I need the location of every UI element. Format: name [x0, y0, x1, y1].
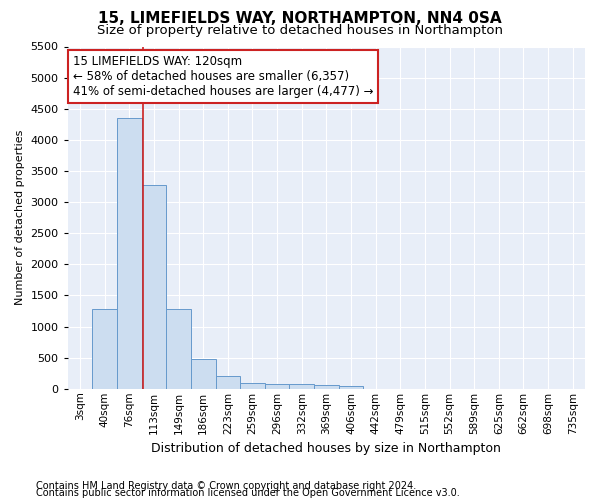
Text: Size of property relative to detached houses in Northampton: Size of property relative to detached ho…: [97, 24, 503, 37]
Text: 15 LIMEFIELDS WAY: 120sqm
← 58% of detached houses are smaller (6,357)
41% of se: 15 LIMEFIELDS WAY: 120sqm ← 58% of detac…: [73, 55, 373, 98]
Bar: [166, 309, 191, 389]
Bar: [92, 309, 117, 389]
Bar: [142, 184, 166, 389]
Text: Contains public sector information licensed under the Open Government Licence v3: Contains public sector information licen…: [36, 488, 460, 498]
Bar: [265, 384, 289, 389]
Bar: [314, 385, 338, 389]
Y-axis label: Number of detached properties: Number of detached properties: [15, 130, 25, 306]
Bar: [191, 359, 215, 389]
Bar: [215, 376, 240, 389]
Bar: [338, 386, 364, 389]
X-axis label: Distribution of detached houses by size in Northampton: Distribution of detached houses by size …: [151, 442, 501, 455]
Bar: [240, 382, 265, 389]
Bar: [117, 118, 142, 389]
Text: 15, LIMEFIELDS WAY, NORTHAMPTON, NN4 0SA: 15, LIMEFIELDS WAY, NORTHAMPTON, NN4 0SA: [98, 11, 502, 26]
Bar: [289, 384, 314, 389]
Text: Contains HM Land Registry data © Crown copyright and database right 2024.: Contains HM Land Registry data © Crown c…: [36, 481, 416, 491]
